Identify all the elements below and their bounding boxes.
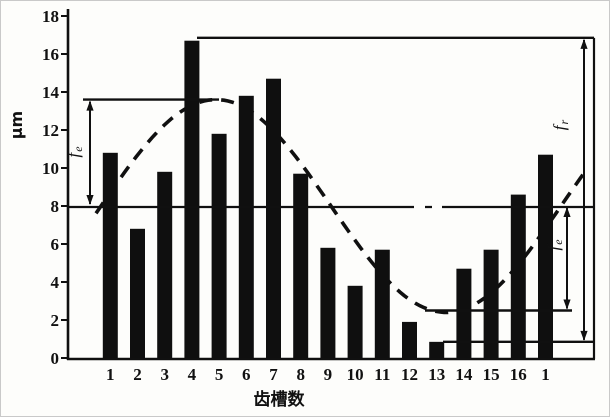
arrowhead-down-icon [580,330,588,341]
y-tick-label: 10 [42,159,59,178]
bar-slot-1 [102,152,118,359]
x-tick-label: 13 [428,365,445,384]
x-tick-label: 8 [296,365,305,384]
bar-slot-11 [374,249,390,359]
bar-slot-6 [238,95,254,360]
bar-slot-7 [266,78,281,359]
dimension-fe-left: fe [64,100,94,205]
annotation-subscript: e [71,146,85,152]
y-tick-label: 8 [51,197,60,216]
x-tick-label: 16 [510,365,527,384]
x-tick-label: 5 [215,365,224,384]
bar-slot-1 [538,154,553,359]
x-tick-label: 11 [374,365,390,384]
y-tick-label: 16 [42,45,59,64]
annotation-subscript: e [551,239,565,245]
bar-slot-10 [347,285,363,359]
annotation-label-fr-right: fr [550,119,571,130]
bars-group [102,40,553,360]
x-tick-label: 7 [269,365,278,384]
y-tick-label: 14 [42,83,60,102]
bar-slot-16 [510,194,526,359]
arrowhead-up-icon [580,38,588,49]
dimension-arrows-group: fe fr fe [64,38,588,341]
x-axis-title: 齿槽数 [254,389,306,410]
y-tick-label: 6 [51,235,60,254]
x-tick-label: 9 [324,365,333,384]
bar-slot-9 [320,247,336,359]
dimension-fe-right: fe [544,207,571,310]
x-tick-label: 15 [483,365,500,384]
annotation-subscript: r [557,119,571,124]
bar-slot-14 [456,268,472,359]
sine-curve-path [94,97,586,315]
bar-slot-8 [293,173,309,359]
y-tick-label: 2 [51,311,60,330]
reference-lines-group [68,36,594,344]
dimension-fr-right: fr [550,38,588,341]
arrowhead-down-icon [563,299,571,310]
bar-slot-3 [157,171,173,359]
x-tick-label: 1 [541,365,550,384]
x-tick-label: 1 [106,365,115,384]
x-tick-label: 3 [160,365,169,384]
x-tick-label: 10 [347,365,364,384]
bar-slot-15 [483,249,499,359]
x-tick-label: 2 [133,365,142,384]
y-tick-label: 12 [42,121,59,140]
x-tick-label: 4 [188,365,197,384]
y-axis-title: μm [7,111,26,139]
bar-slot-13 [429,341,445,359]
axes-group [61,9,596,361]
y-tick-label: 4 [51,273,60,292]
arrowhead-up-icon [86,100,94,111]
eccentricity-sine-curve [94,97,586,315]
bar-slot-2 [130,228,145,359]
x-tick-label: 12 [401,365,418,384]
x-tick-label: 6 [242,365,251,384]
annotation-label-fe-left: fe [64,146,85,158]
arrowhead-up-icon [563,207,571,217]
y-tick-label: 0 [51,349,60,368]
x-tick-label: 14 [455,365,473,384]
bar-slot-4 [184,40,200,359]
bar-slot-5 [211,133,227,359]
annotation-label-fe-right: fe [544,239,565,251]
y-tick-label: 18 [42,7,59,26]
bar-slot-12 [402,321,417,359]
arrowhead-down-icon [86,195,94,205]
